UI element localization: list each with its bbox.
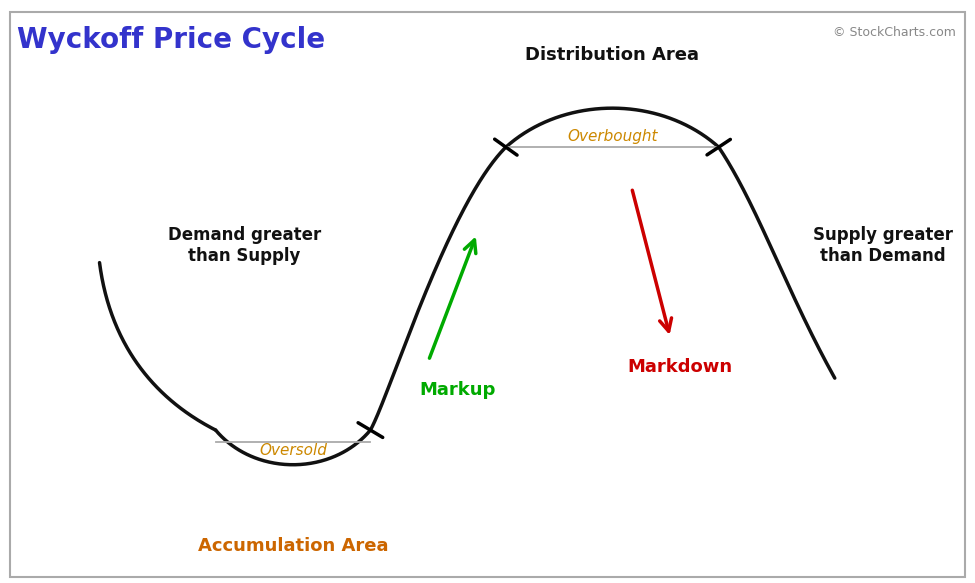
Text: Markup: Markup (419, 381, 495, 399)
Text: Oversold: Oversold (259, 443, 327, 458)
Text: Wyckoff Price Cycle: Wyckoff Price Cycle (18, 26, 326, 54)
Text: Overbought: Overbought (567, 129, 657, 144)
Text: Accumulation Area: Accumulation Area (198, 536, 388, 554)
Text: Supply greater
than Demand: Supply greater than Demand (813, 226, 954, 265)
Text: Distribution Area: Distribution Area (526, 45, 699, 64)
Text: Markdown: Markdown (628, 357, 732, 375)
Text: Demand greater
than Supply: Demand greater than Supply (168, 226, 322, 265)
Text: © StockCharts.com: © StockCharts.com (833, 26, 956, 39)
